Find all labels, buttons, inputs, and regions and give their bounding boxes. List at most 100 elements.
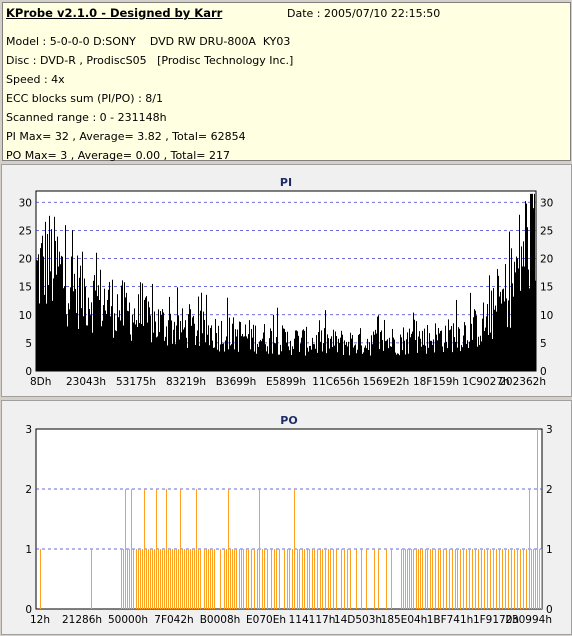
pi-bar	[379, 349, 380, 371]
pi-bar	[82, 251, 83, 371]
pi-bar	[471, 323, 472, 371]
pi-bar	[213, 347, 214, 371]
po-bar	[262, 549, 263, 609]
po-bar	[481, 549, 482, 609]
pi-bar	[355, 344, 356, 371]
pi-bar	[333, 329, 334, 371]
pi-bar	[131, 340, 132, 371]
pi-bar	[149, 307, 150, 371]
pi-bar	[298, 335, 299, 371]
pi-bar	[63, 288, 64, 371]
pi-x-tick-label: 11C656h	[312, 376, 359, 388]
pi-x-tick-label: 1C9027h	[462, 376, 509, 388]
po-bar	[294, 489, 295, 609]
pi-bar	[161, 314, 162, 371]
pi-bar	[344, 340, 345, 371]
pi-bar	[49, 215, 50, 371]
pi-bar	[319, 320, 320, 371]
pi-bar	[274, 342, 275, 371]
po-bar	[230, 549, 231, 609]
pi-bar	[280, 344, 281, 371]
drive-model: Model : 5-0-0-0 D:SONY DVD RW DRU-800A K…	[6, 35, 291, 48]
pi-bar	[146, 296, 147, 371]
pi-bar	[490, 332, 491, 371]
pi-bar	[51, 229, 52, 371]
pi-bar	[201, 292, 202, 371]
po-bar	[236, 549, 237, 609]
pi-bar	[414, 319, 415, 371]
pi-bar	[422, 330, 423, 371]
pi-chart-panel: PI 0 0 5 5 10 10 15 15 20 20 25 25 30 30 8Dh 23043h 53175…	[1, 164, 572, 397]
po-bar	[150, 549, 151, 609]
pi-bar	[289, 350, 290, 371]
pi-bar	[171, 320, 172, 371]
pi-bar	[415, 340, 416, 371]
po-bar	[274, 549, 275, 609]
po-bar	[422, 549, 423, 609]
po-bar	[401, 549, 402, 609]
po-bar	[440, 549, 441, 609]
pi-bar	[163, 312, 164, 371]
pi-bar	[54, 216, 55, 371]
pi-bar	[230, 345, 231, 371]
pi-bar	[287, 331, 288, 371]
pi-bar	[522, 266, 523, 371]
pi-bar	[75, 288, 76, 371]
po-bar	[472, 549, 473, 609]
scan-date: Date : 2005/07/10 22:15:50	[287, 7, 441, 20]
pi-bar	[186, 337, 187, 371]
po-bar	[241, 549, 242, 609]
po-bar	[475, 549, 476, 609]
pi-bar	[103, 305, 104, 371]
pi-bar	[250, 349, 251, 371]
po-bar	[478, 549, 479, 609]
po-bar	[160, 549, 161, 609]
pi-bar	[395, 352, 396, 371]
pi-bar	[531, 193, 532, 371]
pi-bar	[283, 328, 284, 371]
pi-bar	[242, 334, 243, 371]
pi-bar	[160, 311, 161, 371]
pi-bar	[217, 349, 218, 371]
po-bar	[40, 549, 41, 609]
po-bar	[251, 549, 252, 609]
pi-bar	[165, 336, 166, 371]
pi-bar	[484, 331, 485, 371]
po-bar	[162, 549, 163, 609]
pi-bar	[256, 353, 257, 371]
pi-bar	[494, 309, 495, 371]
pi-bar	[244, 336, 245, 371]
ecc-info: ECC blocks sum (PI/PO) : 8/1	[6, 92, 163, 105]
pi-bar	[115, 330, 116, 371]
po-bar	[232, 549, 233, 609]
pi-bar	[387, 339, 388, 371]
pi-bar	[370, 355, 371, 371]
pi-bar	[130, 334, 131, 371]
pi-bar	[340, 337, 341, 371]
pi-bar	[489, 275, 490, 371]
pi-bar	[532, 193, 533, 371]
pi-bar	[309, 346, 310, 371]
pi-bar	[440, 330, 441, 371]
pi-bar	[38, 254, 39, 371]
pi-bar	[322, 351, 323, 371]
pi-bar	[348, 341, 349, 371]
pi-bar	[349, 355, 350, 371]
pi-bar	[260, 339, 261, 371]
pi-bar	[41, 243, 42, 371]
pi-bar	[452, 352, 453, 371]
pi-bar	[420, 338, 421, 371]
pi-bar	[300, 343, 301, 371]
pi-bar	[393, 337, 394, 371]
pi-bar	[345, 344, 346, 371]
pi-bar	[83, 316, 84, 371]
pi-bar	[215, 318, 216, 371]
po-x-tick-label: 50000h	[108, 614, 148, 626]
pi-bar	[226, 336, 227, 371]
po-bar	[212, 549, 213, 609]
pi-bar	[334, 345, 335, 371]
pi-bar	[425, 345, 426, 371]
po-summary: PO Max= 3 , Average= 0.00 , Total= 217	[6, 149, 230, 162]
pi-bar	[177, 287, 178, 371]
pi-y-tick-label-left: 0	[25, 366, 32, 378]
